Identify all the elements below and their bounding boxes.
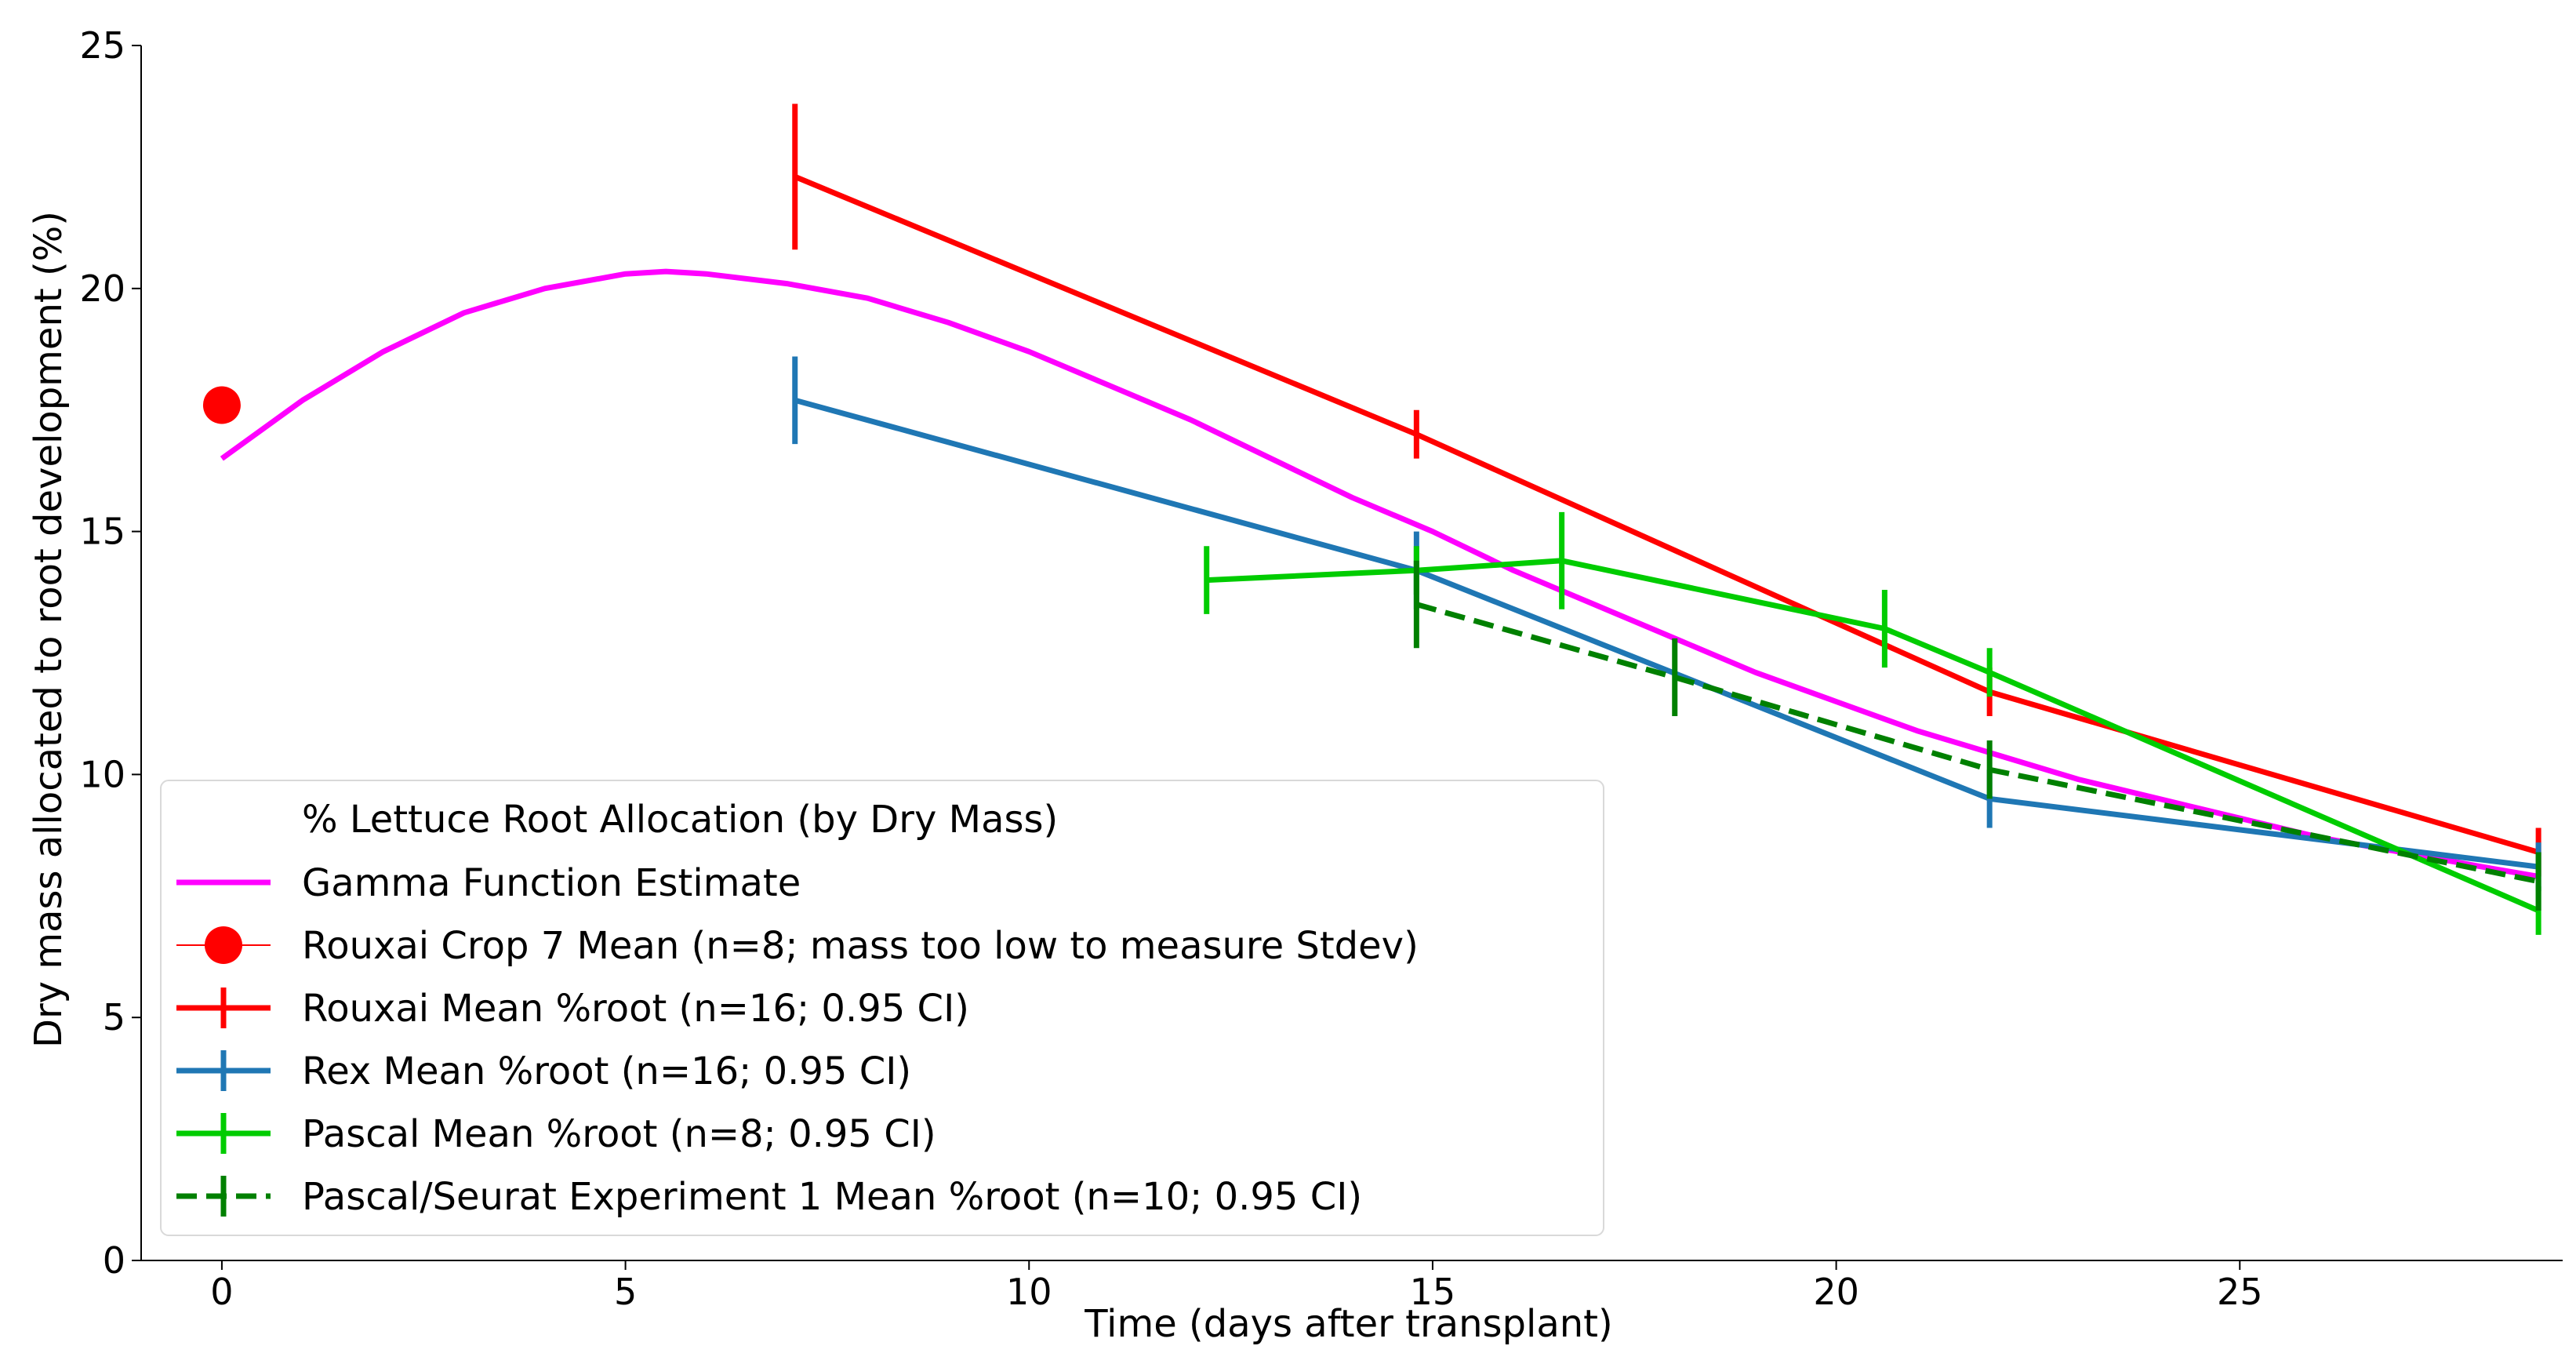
legend-swatch-marker — [205, 926, 242, 964]
series-line — [794, 397, 2539, 870]
legend: % Lettuce Root Allocation (by Dry Mass) G… — [160, 780, 1604, 1236]
axes: 0 5 10 15 20 25 0 5 10 15 20 25 Time (days after tra… — [27, 24, 2563, 1346]
series-line — [1415, 602, 2539, 885]
y-axis-label: Dry mass allocated to root development (… — [27, 211, 71, 1048]
series-5 — [1413, 560, 2541, 911]
legend-entry-1: Rouxai Crop 7 Mean (n=8; mass too low to… — [176, 924, 1419, 968]
series-layer — [202, 104, 2541, 935]
y-tick-label: 15 — [79, 511, 125, 553]
legend-entry-5: Pascal/Seurat Experiment 1 Mean %root (n… — [176, 1175, 1362, 1219]
series-line — [220, 268, 2539, 879]
legend-label: Rouxai Crop 7 Mean (n=8; mass too low to… — [302, 924, 1419, 968]
y-tick-label: 20 — [79, 267, 125, 310]
legend-label: Pascal/Seurat Experiment 1 Mean %root (n… — [302, 1175, 1362, 1219]
y-tick-label: 5 — [103, 996, 125, 1038]
series-line — [794, 174, 2540, 855]
y-tick-label: 25 — [79, 24, 125, 67]
legend-title: % Lettuce Root Allocation (by Dry Mass) — [302, 798, 1058, 842]
x-tick-label: 10 — [1006, 1271, 1052, 1313]
y-tick-label: 10 — [79, 753, 125, 795]
x-tick-label: 20 — [1813, 1271, 1859, 1313]
legend-entry-0: Gamma Function Estimate — [176, 861, 801, 905]
legend-label: Gamma Function Estimate — [302, 861, 801, 905]
x-tick-label: 15 — [1410, 1271, 1456, 1313]
x-tick-label: 5 — [614, 1271, 637, 1313]
legend-box — [160, 780, 1604, 1236]
y-tick-label: 0 — [103, 1239, 125, 1282]
series-0 — [220, 268, 2539, 879]
legend-label: Pascal Mean %root (n=8; 0.95 CI) — [302, 1112, 936, 1156]
series-line — [1206, 558, 2540, 914]
legend-label: Rouxai Mean %root (n=16; 0.95 CI) — [302, 987, 969, 1031]
legend-entry-3: Rex Mean %root (n=16; 0.95 CI) — [176, 1049, 911, 1093]
data-point — [202, 386, 241, 424]
x-tick-label: 25 — [2217, 1271, 2263, 1313]
legend-entry-4: Pascal Mean %root (n=8; 0.95 CI) — [176, 1112, 936, 1156]
x-tick-label: 0 — [210, 1271, 233, 1313]
legend-label: Rex Mean %root (n=16; 0.95 CI) — [302, 1049, 911, 1093]
x-axis-label: Time (days after transplant) — [1084, 1302, 1612, 1346]
legend-entry-2: Rouxai Mean %root (n=16; 0.95 CI) — [176, 987, 969, 1031]
series-1 — [202, 386, 241, 424]
